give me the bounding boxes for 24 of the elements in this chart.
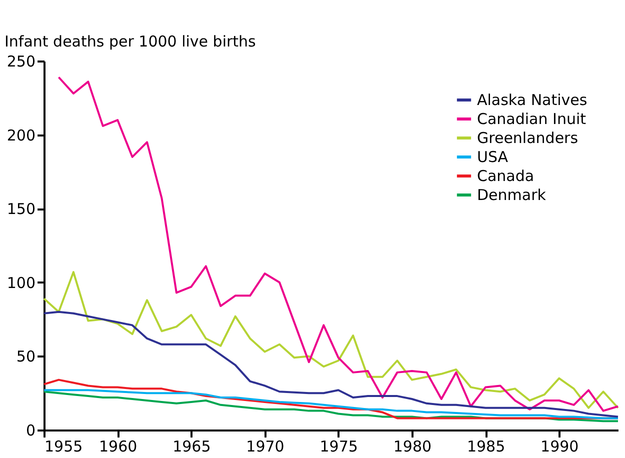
legend-label: Canada — [477, 167, 534, 185]
x-tick-label: 1990 — [540, 438, 579, 456]
y-axis-title: Infant deaths per 1000 live births — [4, 32, 256, 50]
line-series — [58, 76, 619, 412]
x-tick-label: 1980 — [393, 438, 432, 456]
line-series — [43, 271, 619, 409]
x-tick-label: 1960 — [98, 438, 138, 456]
y-tick-label: 100 — [6, 274, 36, 292]
legend-label: Denmark — [477, 186, 546, 204]
x-tick-label: 1955 — [44, 438, 83, 456]
y-tick-label: 150 — [6, 200, 36, 218]
y-tick-label: 0 — [26, 422, 36, 440]
y-tick-label: 200 — [6, 126, 36, 144]
line-series — [43, 310, 619, 418]
legend-label: Canadian Inuit — [477, 110, 586, 128]
y-tick-label: 250 — [6, 52, 36, 70]
x-tick-label: 1975 — [320, 438, 358, 456]
legend-label: USA — [477, 148, 509, 166]
x-tick-label: 1970 — [246, 438, 284, 456]
y-tick-label: 50 — [16, 348, 36, 366]
legend-label: Greenlanders — [477, 129, 578, 147]
x-tick-label: 1965 — [172, 438, 211, 456]
x-tick-label: 1985 — [466, 438, 506, 456]
legend-label: Alaska Natives — [477, 91, 588, 109]
